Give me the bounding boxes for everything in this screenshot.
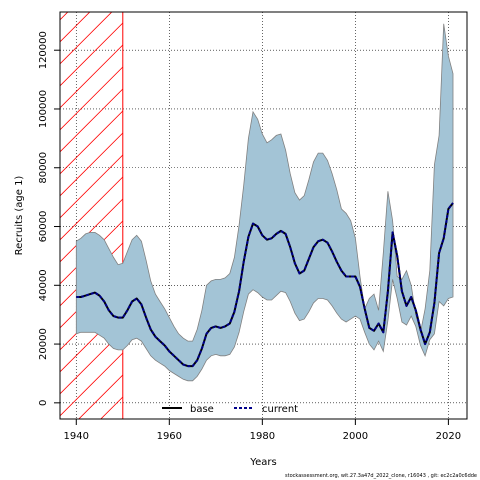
hatch-line [60,12,91,43]
x-tick-label: 2020 [436,431,461,442]
hatch-line [60,352,123,417]
x-axis-ticks: 1940 1960 1980 2000 2020 [64,419,461,442]
x-tick-label: 2000 [343,431,368,442]
footer-credit: stockassessment.org, wit.27.3a47d_2022_c… [285,473,477,479]
x-axis-title: Years [249,457,276,468]
legend: base current [162,404,298,415]
hatch-line [60,176,123,241]
hatch-line [60,22,123,87]
series-lines [76,202,454,368]
hatch-line [60,110,123,175]
y-axis-title: Recruits (age 1) [14,176,25,256]
y-tick-label: 100000 [38,90,49,128]
legend-label-base: base [190,404,214,415]
hatch-line [60,12,69,21]
hatch-line [100,396,123,419]
hatch-border [60,12,124,419]
hatch-line [122,418,123,419]
y-tick-label: 40000 [38,269,49,301]
plot-frame [59,11,468,420]
hatch-line [60,154,123,219]
y-tick-label: 80000 [38,152,49,184]
y-tick-label: 20000 [38,328,49,360]
confidence-band-area [75,23,454,382]
x-tick-label: 1940 [64,431,89,442]
confidence-band [75,23,454,382]
y-tick-label: 120000 [38,31,49,69]
hatch-line [60,198,123,263]
legend-label-current: current [262,404,298,415]
x-tick-label: 1980 [250,431,275,442]
y-tick-label: 0 [38,400,49,406]
hatch-line [60,66,123,131]
y-axis-ticks: 0 20000 40000 60000 80000 100000 120000 [38,31,60,406]
hatch-line [60,12,113,65]
hatch-line [78,374,123,419]
hatch-line [60,132,123,197]
hatch-line [60,88,123,153]
y-tick-label: 60000 [38,211,49,243]
hatch-line [60,44,123,109]
series-line-current [76,202,454,368]
x-tick-label: 1960 [157,431,182,442]
